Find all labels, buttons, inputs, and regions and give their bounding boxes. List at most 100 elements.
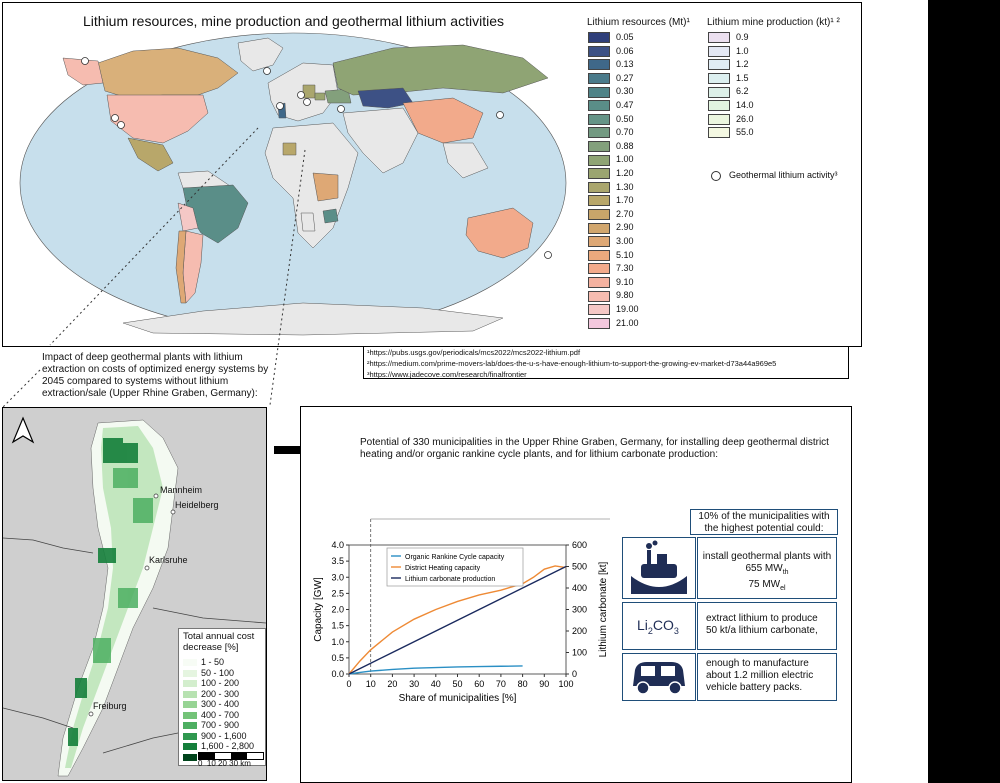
production-label: 1.0 [736, 45, 749, 56]
cost-legend-item: 400 - 700 [183, 710, 239, 720]
y2-axis-label: Lithium carbonate [kt] [598, 561, 609, 657]
production-item: 1.0 [708, 46, 749, 57]
production-label: 14.0 [736, 100, 754, 110]
y2-tick-label: 500 [572, 562, 587, 572]
cost-legend-swatch [183, 680, 197, 688]
cost-legend-label: 200 - 300 [201, 688, 240, 699]
x-tick-label: 70 [496, 679, 506, 689]
cost-legend-title: Total annual cost decrease [%] [183, 631, 255, 653]
rhine-graben-map: Mannheim Heidelberg Karlsruhe Freiburg [2, 407, 267, 781]
production-item: 0.9 [708, 32, 749, 44]
production-swatch [708, 113, 730, 125]
y-tick-label: 2.5 [331, 588, 344, 598]
world-map [19, 32, 567, 336]
resource-item: 1.70 [588, 195, 634, 207]
resource-item: 0.70 [588, 127, 634, 139]
resource-item: 0.27 [588, 73, 634, 84]
resource-swatch [588, 154, 610, 166]
resource-swatch [588, 127, 610, 139]
resource-item: 3.00 [588, 236, 634, 248]
zimbabwe [322, 208, 339, 224]
scale-bar [198, 752, 264, 760]
geothermal-markers [81, 57, 552, 259]
resource-swatch [588, 263, 610, 275]
lithium-text: extract lithium to produce 50 kt/a lithi… [706, 613, 818, 636]
resource-label: 0.47 [616, 100, 634, 110]
plants-text: install geothermal plants with [702, 551, 832, 562]
city-heidelberg: Heidelberg [175, 500, 219, 510]
co-sub: 3 [673, 625, 679, 636]
production-item: 26.0 [708, 114, 754, 125]
production-legend-title: Lithium mine production (kt)¹ ² [707, 17, 840, 28]
y-tick-label: 0.0 [331, 669, 344, 679]
cost-legend-label: 1 - 50 [201, 657, 225, 667]
x-tick-label: 50 [452, 679, 462, 689]
map-title: Lithium resources, mine production and g… [83, 13, 504, 29]
cost-legend-label: 100 - 200 [201, 678, 240, 688]
highlight-title: 10% of the municipalities with the highe… [698, 511, 830, 534]
y-tick-label: 1.5 [331, 621, 344, 631]
el-sub: el [780, 585, 786, 592]
resource-swatch [588, 59, 610, 71]
capacity-chart: 0 10 20 30 40 50 60 70 80 90 100 0.0 0.5 1.0 1.5 2.0 2.5… [313, 518, 610, 704]
highlight-title-box: 10% of the municipalities with the highe… [690, 509, 838, 535]
resource-swatch [588, 181, 610, 193]
production-label: 1.5 [736, 72, 749, 83]
chart-legend-label: Lithium carbonate production [405, 576, 495, 583]
resource-swatch [588, 304, 610, 316]
resource-item: 1.00 [588, 154, 634, 166]
right-black-bar [928, 0, 1000, 783]
production-label: 0.9 [736, 32, 749, 42]
geothermal-plant-icon [622, 537, 696, 599]
resource-label: 1.20 [616, 168, 634, 178]
resource-label: 0.05 [616, 32, 634, 42]
x-tick-label: 10 [366, 679, 376, 689]
battery-text: enough to manufacture about 1.2 million … [706, 658, 814, 693]
cost-legend-item: 900 - 1,600 [183, 731, 247, 741]
southeast-asia [442, 142, 489, 179]
resource-swatch [588, 222, 610, 234]
references-box: ¹https://pubs.usgs.gov/periodicals/mcs20… [363, 346, 849, 379]
cost-legend-label: 1,600 - 2,800 [201, 741, 255, 751]
geothermal-circle-icon [711, 170, 721, 181]
cost-legend-item: 1 - 50 [183, 657, 224, 667]
kazakhstan [357, 87, 414, 109]
chart-legend-label: District Heating capacity [405, 565, 481, 572]
lithium-info-box: extract lithium to produce 50 kt/a lithi… [697, 602, 837, 650]
cost-legend-label: 900 - 1,600 [201, 730, 247, 741]
resource-item: 0.13 [588, 59, 634, 71]
resources-legend-title: Lithium resources (Mt)¹ [587, 17, 690, 28]
resource-item: 5.10 [588, 250, 634, 261]
resource-label: 9.10 [616, 276, 634, 287]
resource-label: 0.13 [616, 59, 634, 70]
y2-tick-label: 600 [572, 540, 587, 550]
cost-legend-item: 200 - 300 [183, 689, 239, 699]
resource-swatch [588, 45, 610, 57]
resource-label: 2.70 [616, 208, 634, 219]
th-sub: th [782, 569, 789, 576]
bolivia [177, 202, 199, 232]
resource-label: 7.30 [616, 263, 634, 274]
resource-swatch [588, 290, 610, 302]
chart-legend-box [386, 547, 524, 587]
production-item: 55.0 [708, 127, 754, 139]
y2-tick-label: 300 [572, 605, 587, 615]
asia-south [342, 107, 419, 174]
resource-label: 2.90 [616, 222, 634, 233]
cost-legend-swatch [183, 659, 197, 667]
chile [175, 230, 187, 304]
x-tick-label: 60 [474, 679, 484, 689]
x-tick-label: 80 [518, 679, 528, 689]
x-tick-label: 0 [346, 679, 351, 689]
y2-tick-label: 400 [572, 583, 587, 593]
cost-legend-item: 300 - 400 [183, 699, 239, 709]
resource-label: 0.88 [616, 140, 634, 151]
cost-legend-swatch [183, 701, 197, 709]
production-label: 55.0 [736, 127, 754, 138]
cost-legend-swatch [183, 711, 197, 719]
resource-swatch [588, 113, 610, 125]
resource-item: 0.47 [588, 100, 634, 112]
cost-legend-swatch [183, 732, 197, 740]
russia [332, 44, 549, 96]
resource-item: 0.88 [588, 141, 634, 152]
